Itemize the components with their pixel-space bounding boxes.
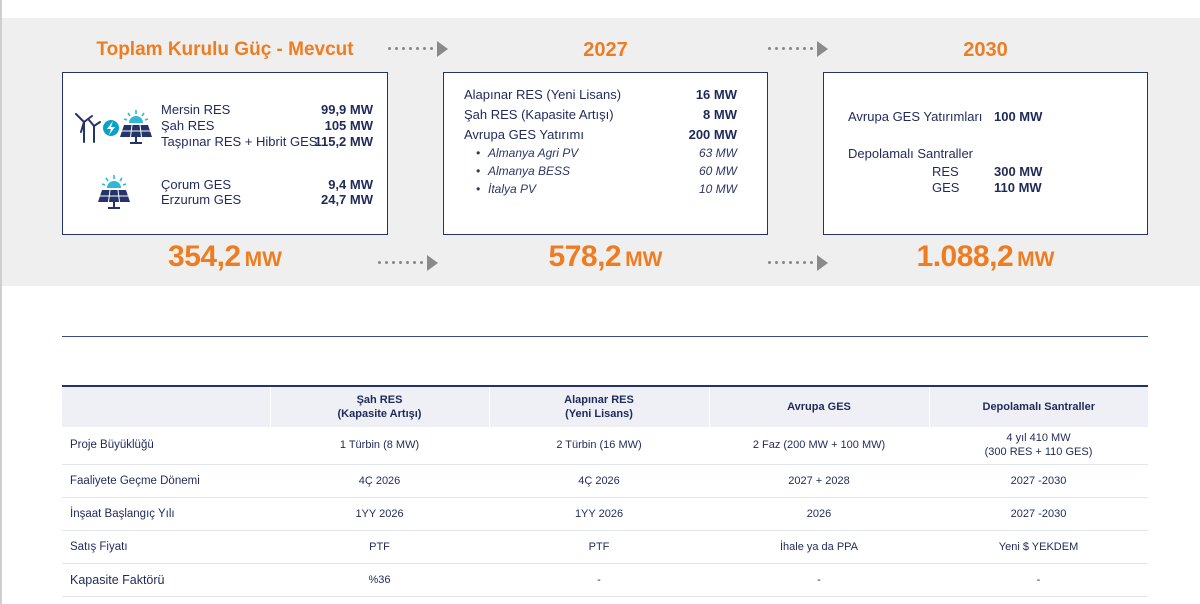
item-name: Avrupa GES Yatırımı bbox=[464, 127, 584, 142]
subitem-name: Almanya Agri PV bbox=[488, 146, 579, 160]
table-cell: 1YY 2026 bbox=[489, 497, 709, 531]
item-name: Şah RES bbox=[161, 118, 215, 133]
phase-title-2027: 2027 bbox=[583, 39, 628, 61]
item-value: 200 MW bbox=[688, 127, 737, 142]
dotted-arrow-icon bbox=[388, 41, 448, 57]
table-header-cell: Avrupa GES bbox=[708, 385, 929, 427]
dotted-arrow-icon bbox=[768, 255, 830, 271]
header-line: Şah RES (Kapasite Artışı) bbox=[337, 394, 422, 420]
item-name: Çorum GES bbox=[161, 177, 232, 192]
header-line: Alapınar RES (Yeni Lisans) bbox=[564, 394, 634, 420]
table-row: Satış Fiyatı PTF PTF İhale ya da PPA Yen… bbox=[62, 530, 1148, 564]
table-row: Kapasite Faktörü %36 - - - bbox=[62, 563, 1148, 597]
table-cell: İhale ya da PPA bbox=[709, 530, 929, 564]
table-cell: 2027 -2030 bbox=[929, 464, 1148, 498]
table-cell: 2 Faz (200 MW + 100 MW) bbox=[709, 427, 929, 465]
dotted-arrow-icon bbox=[768, 41, 828, 57]
table-cell: - bbox=[929, 563, 1148, 597]
wind-turbine-icon bbox=[75, 113, 101, 143]
subitem-name: Almanya BESS bbox=[488, 164, 571, 178]
table-cell: %36 bbox=[270, 563, 489, 597]
table-header-cell bbox=[62, 385, 270, 427]
total-value: 354,2 bbox=[168, 240, 241, 273]
table-cell: 4Ç 2026 bbox=[489, 464, 709, 498]
total-current: 354,2 MW bbox=[62, 240, 388, 274]
table-cell: - bbox=[709, 563, 929, 597]
capacity-2030-box: Avrupa GES Yatırımları 100 MW Depolamalı… bbox=[823, 72, 1148, 235]
subitem-value: 10 MW bbox=[698, 182, 737, 196]
table-row: Proje Büyüklüğü 1 Türbin (8 MW) 2 Türbin… bbox=[62, 427, 1148, 465]
item-name: Alapınar RES (Yeni Lisans) bbox=[464, 87, 622, 102]
item-value: 99,9 MW bbox=[320, 102, 373, 117]
item-name: Mersin RES bbox=[161, 102, 231, 117]
total-value: 1.088,2 bbox=[916, 240, 1014, 273]
total-unit: MW bbox=[1017, 248, 1055, 271]
current-capacity-box: Mersin RES 99,9 MW Şah RES 105 MW Taşpın… bbox=[62, 72, 388, 235]
item-value: 115,2 MW bbox=[314, 134, 373, 149]
capacity-2027-box: Alapınar RES (Yeni Lisans) 16 MW Şah RES… bbox=[443, 72, 768, 235]
total-unit: MW bbox=[244, 248, 282, 271]
item-value: 16 MW bbox=[695, 87, 737, 102]
total-2027: 578,2 MW bbox=[443, 240, 768, 274]
solar-panel-icon bbox=[98, 175, 130, 209]
table-cell: Yeni $ YEKDEM bbox=[929, 530, 1148, 564]
item-value: 24,7 MW bbox=[320, 192, 373, 207]
table-cell: 2 Türbin (16 MW) bbox=[489, 427, 709, 465]
table-cell: 1YY 2026 bbox=[270, 497, 489, 531]
subitem-value: 60 MW bbox=[698, 164, 737, 178]
table-cell: 4 yıl 410 MW (300 RES + 110 GES) bbox=[929, 427, 1148, 465]
table-cell: 1 Türbin (8 MW) bbox=[270, 427, 489, 465]
storage-item-name: RES bbox=[932, 164, 959, 179]
renewable-icons bbox=[75, 110, 152, 144]
table-header-row: Şah RES (Kapasite Artışı) Alapınar RES (… bbox=[62, 385, 1148, 427]
table-row: İnşaat Başlangıç Yılı 1YY 2026 1YY 2026 … bbox=[62, 497, 1148, 531]
table-cell: PTF bbox=[489, 530, 709, 564]
storage-item-value: 300 MW bbox=[994, 164, 1043, 179]
row-label: İnşaat Başlangıç Yılı bbox=[62, 497, 270, 531]
row-label: Faaliyete Geçme Dönemi bbox=[62, 464, 270, 498]
item-name: Erzurum GES bbox=[161, 192, 242, 207]
row-label: Satış Fiyatı bbox=[62, 530, 270, 564]
section-divider bbox=[62, 336, 1148, 337]
table-cell: 4Ç 2026 bbox=[270, 464, 489, 498]
row-label: Kapasite Faktörü bbox=[62, 563, 270, 597]
table-cell: PTF bbox=[270, 530, 489, 564]
table-header-cell: Alapınar RES (Yeni Lisans) bbox=[488, 385, 709, 427]
table-cell: - bbox=[489, 563, 709, 597]
phase-title-current: Toplam Kurulu Güç - Mevcut bbox=[96, 39, 354, 60]
item-name: Taşpınar RES + Hibrit GES bbox=[161, 134, 318, 149]
projects-table: Şah RES (Kapasite Artışı) Alapınar RES (… bbox=[62, 385, 1148, 597]
bullet-icon: • bbox=[476, 164, 481, 178]
storage-item-value: 110 MW bbox=[994, 180, 1042, 195]
solar-panel-icon bbox=[120, 110, 152, 144]
table-cell: 2026 bbox=[709, 497, 929, 531]
item-name: Avrupa GES Yatırımları bbox=[848, 109, 983, 124]
table-header-cell: Depolamalı Santraller bbox=[928, 385, 1148, 427]
table-row: Faaliyete Geçme Dönemi 4Ç 2026 4Ç 2026 2… bbox=[62, 464, 1148, 498]
table-header-cell: Şah RES (Kapasite Artışı) bbox=[269, 385, 489, 427]
item-value: 9,4 MW bbox=[328, 177, 373, 192]
storage-title: Depolamalı Santraller bbox=[848, 146, 974, 161]
phase-title-2030: 2030 bbox=[963, 39, 1008, 61]
total-unit: MW bbox=[625, 248, 663, 271]
table-cell: 2027 -2030 bbox=[929, 497, 1148, 531]
lightning-icon bbox=[103, 120, 119, 136]
left-edge bbox=[0, 0, 2, 604]
item-value: 100 MW bbox=[994, 109, 1043, 124]
subitem-value: 63 MW bbox=[698, 146, 737, 160]
table-cell: 2027 + 2028 bbox=[709, 464, 929, 498]
subitem-name: İtalya PV bbox=[488, 182, 537, 196]
item-value: 8 MW bbox=[703, 107, 737, 122]
total-value: 578,2 bbox=[548, 240, 622, 273]
total-2030: 1.088,2 MW bbox=[823, 240, 1148, 274]
item-value: 105 MW bbox=[324, 118, 373, 133]
item-name: Şah RES (Kapasite Artışı) bbox=[464, 107, 614, 122]
storage-item-name: GES bbox=[932, 180, 960, 195]
bullet-icon: • bbox=[476, 146, 481, 160]
row-label: Proje Büyüklüğü bbox=[62, 427, 270, 465]
dotted-arrow-icon bbox=[378, 255, 440, 271]
bullet-icon: • bbox=[476, 182, 481, 196]
